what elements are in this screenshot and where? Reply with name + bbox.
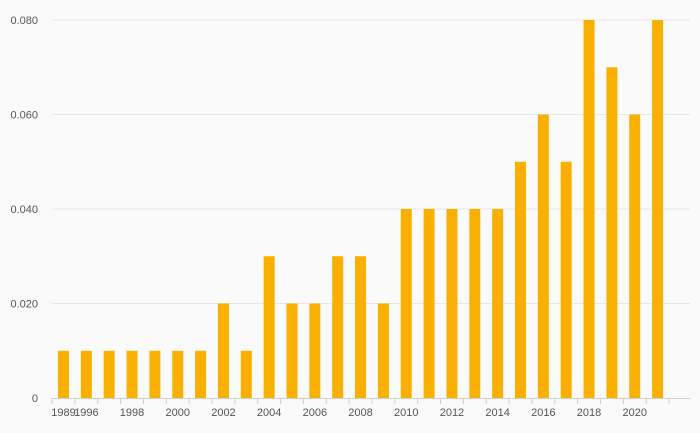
bar-2016 [537, 114, 549, 398]
bar-2008 [355, 256, 367, 398]
bar-2005 [286, 303, 298, 398]
x-tick-label: 2018 [577, 407, 601, 419]
bar-2020 [629, 114, 641, 398]
bar-2003 [240, 350, 252, 398]
bar-2018 [583, 20, 595, 398]
x-tick-label: 1989 [51, 407, 75, 419]
bar-2021 [652, 20, 664, 398]
y-tick-label: 0.080 [10, 15, 38, 27]
bar-2007 [332, 256, 344, 398]
x-tick-label: 2010 [394, 407, 418, 419]
bar-2002 [217, 303, 229, 398]
bar-2010 [400, 209, 412, 398]
x-tick-label: 2012 [440, 407, 464, 419]
bar-2009 [377, 303, 389, 398]
x-tick-label: 2020 [623, 407, 647, 419]
x-tick-label: 2008 [348, 407, 372, 419]
x-tick-label: 1998 [120, 407, 144, 419]
bar-2013 [469, 209, 481, 398]
x-tick-label: 2006 [303, 407, 327, 419]
bar-2011 [423, 209, 435, 398]
bar-1998 [126, 350, 138, 398]
y-tick-label: 0 [32, 393, 38, 405]
x-tick-label: 2016 [531, 407, 555, 419]
x-tick-label: 2004 [257, 407, 281, 419]
bar-2015 [515, 161, 526, 398]
y-tick-label: 0.020 [10, 299, 38, 311]
bar-2004 [263, 256, 275, 398]
bar-2012 [446, 209, 458, 398]
y-tick-label: 0.060 [10, 110, 38, 122]
bar-2001 [195, 350, 207, 398]
bar-2000 [172, 350, 184, 398]
bar-1989 [58, 350, 69, 398]
x-tick-label: 2002 [211, 407, 235, 419]
x-tick-label: 2000 [166, 407, 190, 419]
bar-1996 [80, 350, 92, 398]
bar-2006 [309, 303, 321, 398]
x-tick-label: 1996 [74, 407, 98, 419]
y-tick-label: 0.040 [10, 204, 38, 216]
bar-2014 [492, 209, 504, 398]
bar-layer [58, 20, 664, 398]
bar-2017 [560, 161, 572, 398]
bar-1997 [103, 350, 115, 398]
bar-2019 [606, 67, 618, 398]
bar-1999 [149, 350, 161, 398]
x-tick-label: 2014 [485, 407, 509, 419]
